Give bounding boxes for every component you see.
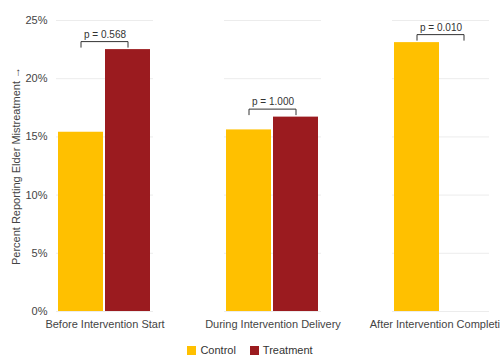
svg-text:p = 0.568: p = 0.568 [84, 29, 126, 40]
svg-text:p = 1.000: p = 1.000 [252, 96, 294, 107]
svg-text:20%: 20% [25, 72, 47, 84]
svg-text:25%: 25% [25, 14, 47, 26]
html-text:Treatment: Treatment [262, 344, 313, 356]
svg-text:Before Intervention Start: Before Intervention Start [45, 318, 164, 330]
html-text:Control: Control [200, 344, 236, 356]
svg-text:5%: 5% [32, 247, 48, 259]
svg-text:During Intervention Delivery: During Intervention Delivery [205, 318, 341, 330]
svg-text:p = 0.010: p = 0.010 [420, 22, 462, 33]
svg-text:Percent Reporting Elder Mistre: Percent Reporting Elder Mistreatment → [10, 67, 22, 265]
svg-text:After Intervention Completion: After Intervention Completion [370, 318, 500, 330]
svg-text:10%: 10% [25, 189, 47, 201]
svg-text:0%: 0% [32, 305, 48, 317]
svg-text:15%: 15% [25, 130, 47, 142]
